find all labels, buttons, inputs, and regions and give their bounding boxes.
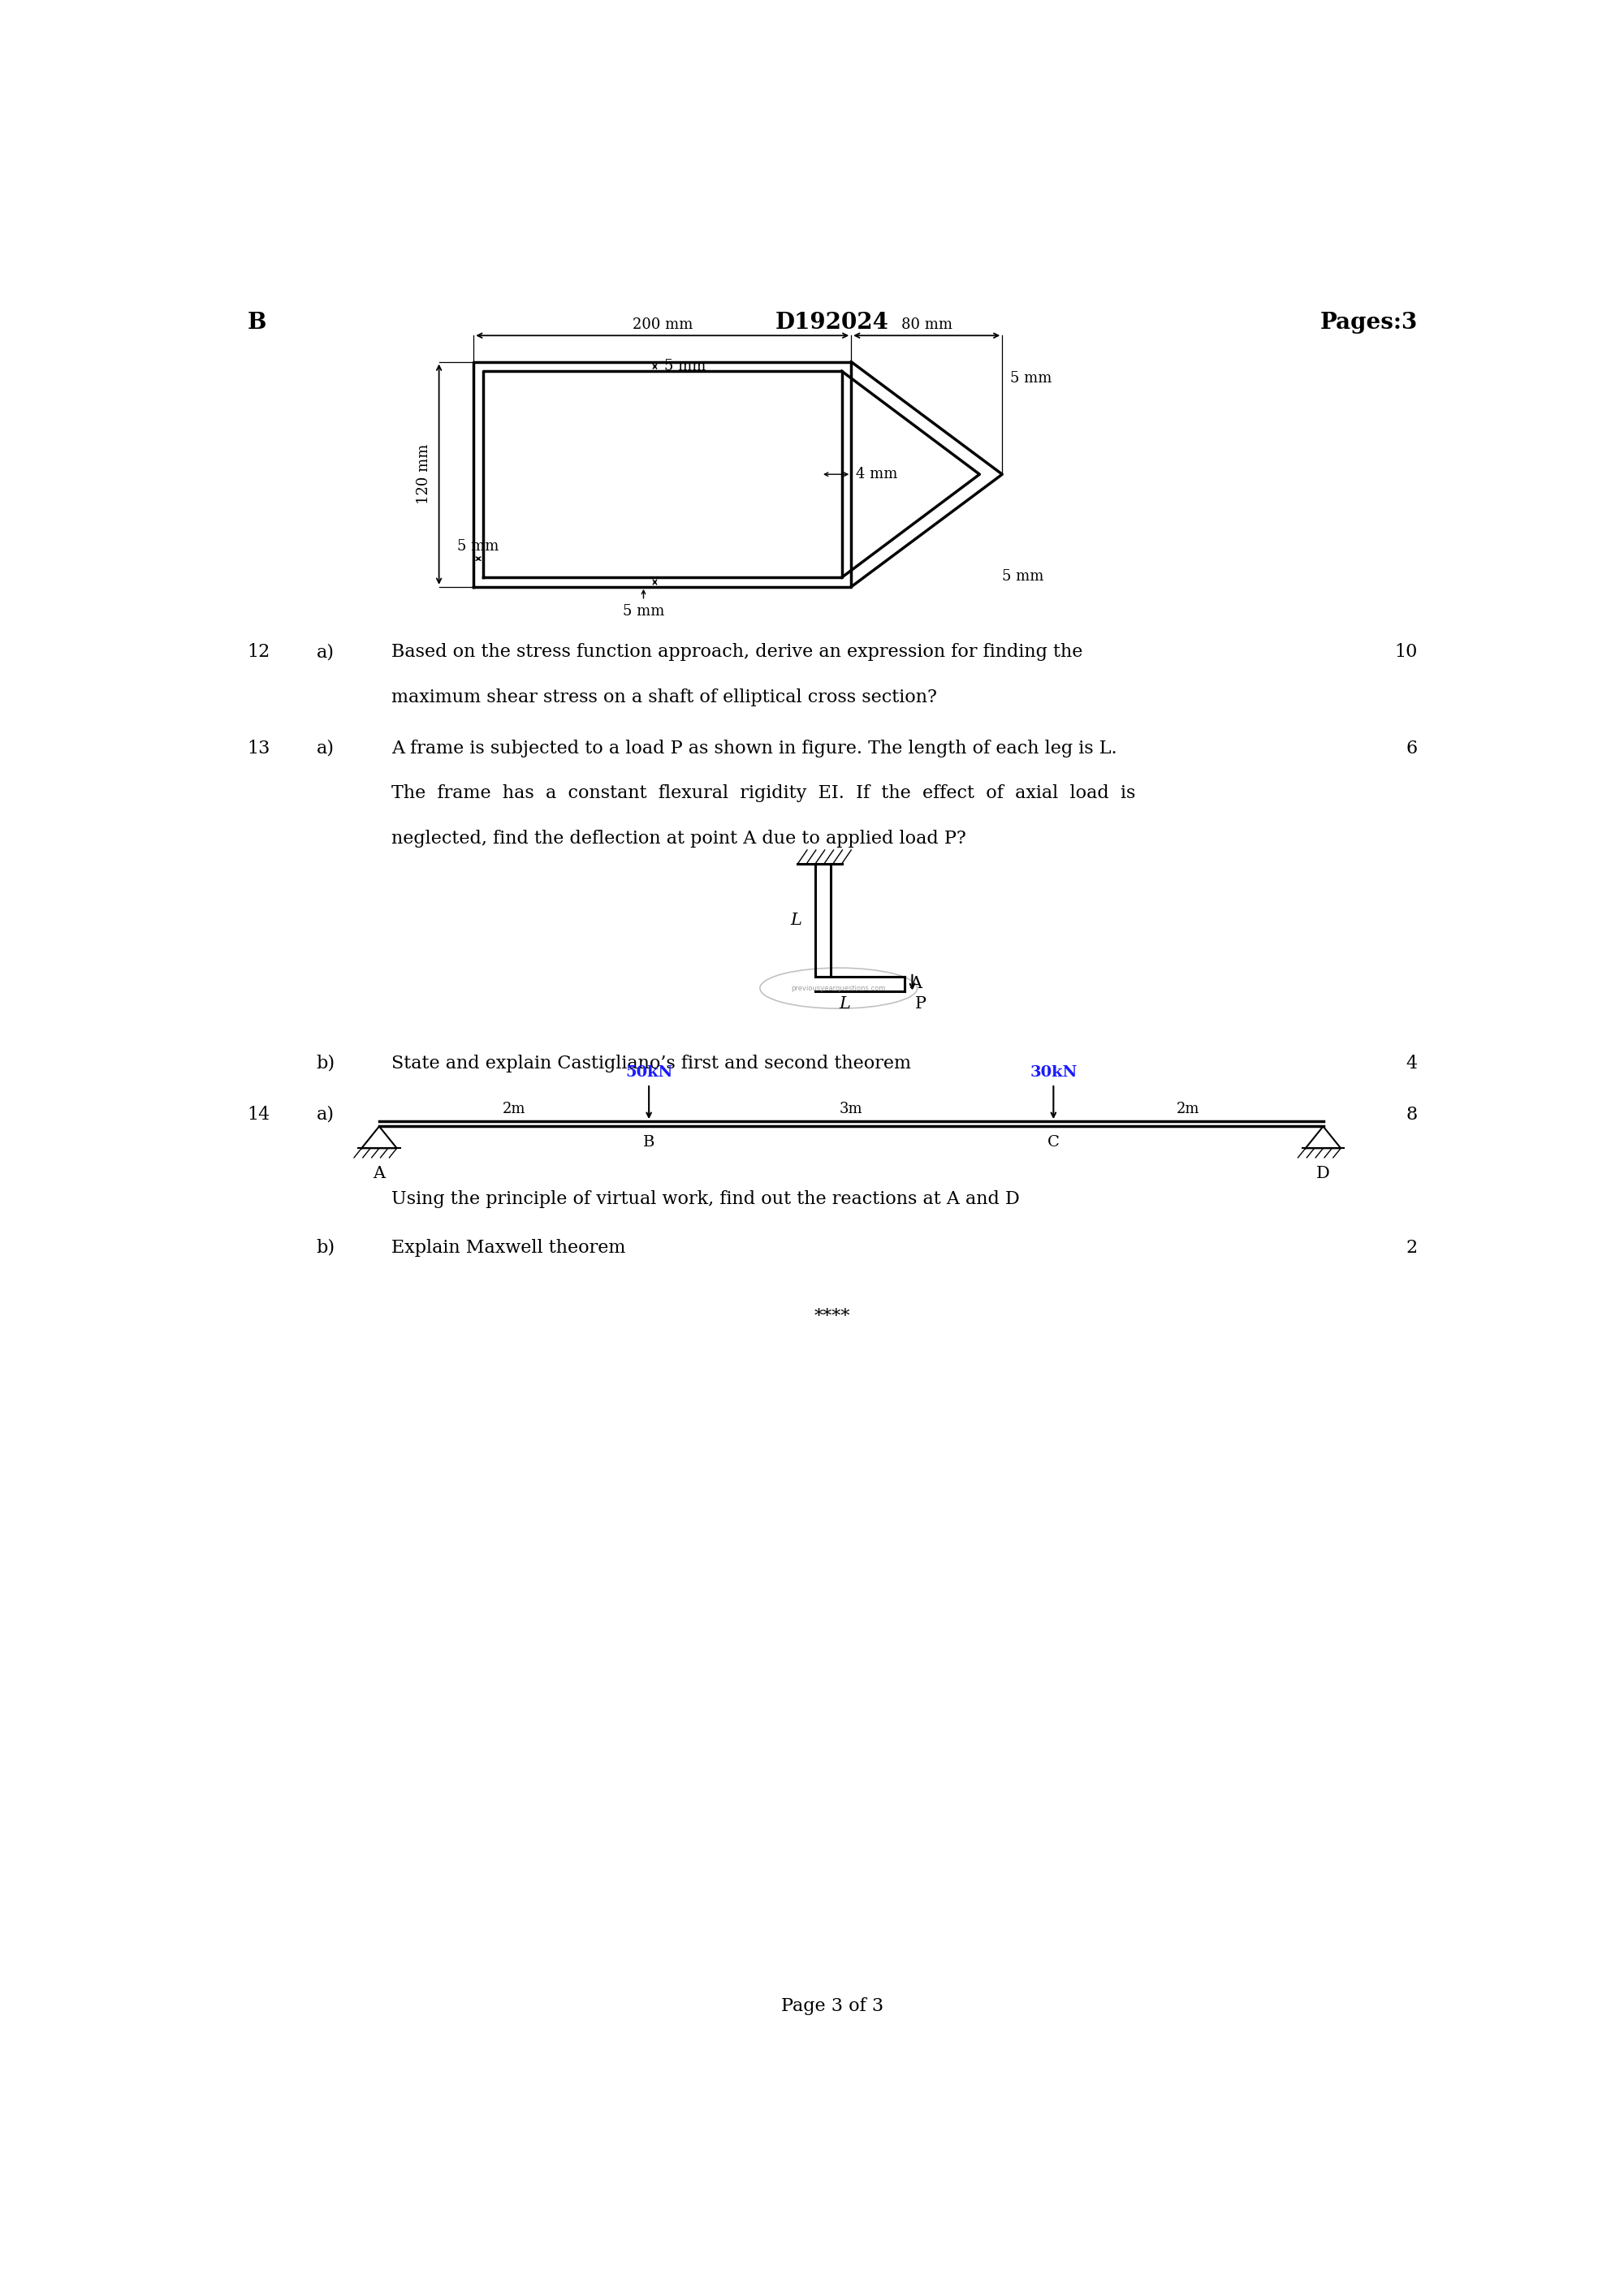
Text: Using the principle of virtual work, find out the reactions at A and D: Using the principle of virtual work, fin… [391,1189,1020,1208]
Text: 2: 2 [1406,1240,1418,1256]
Text: 50kN: 50kN [625,1065,672,1079]
Text: 4: 4 [1406,1054,1418,1072]
Text: a): a) [317,643,335,661]
Text: 14: 14 [247,1107,270,1123]
Text: A: A [374,1166,385,1180]
Text: Based on the stress function approach, derive an expression for finding the: Based on the stress function approach, d… [391,643,1083,661]
Text: 5 mm: 5 mm [458,540,499,553]
Text: 8: 8 [1406,1107,1418,1123]
Text: 4 mm: 4 mm [856,466,898,482]
Text: ****: **** [814,1309,851,1325]
Text: The  frame  has  a  constant  flexural  rigidity  EI.  If  the  effect  of  axia: The frame has a constant flexural rigidi… [391,785,1135,801]
Text: 13: 13 [247,739,270,758]
Text: previousyearquestions.com: previousyearquestions.com [791,985,885,992]
Text: 10: 10 [1395,643,1418,661]
Text: 12: 12 [247,643,270,661]
Text: 2m: 2m [1177,1102,1200,1116]
Text: 120 mm: 120 mm [417,443,432,505]
Text: Page 3 of 3: Page 3 of 3 [781,1998,883,2016]
Text: A frame is subjected to a load P as shown in figure. The length of each leg is L: A frame is subjected to a load P as show… [391,739,1117,758]
Text: a): a) [317,739,335,758]
Text: 30kN: 30kN [1030,1065,1077,1079]
Text: 2m: 2m [502,1102,526,1116]
Text: B: B [643,1134,654,1150]
Text: A: A [909,976,922,992]
Text: b): b) [317,1240,335,1256]
Text: D192024: D192024 [776,312,888,333]
Text: b): b) [317,1054,335,1072]
Text: 6: 6 [1406,739,1418,758]
Text: 5 mm: 5 mm [1010,372,1051,386]
Text: L: L [791,912,802,928]
Text: 200 mm: 200 mm [632,317,692,333]
Text: maximum shear stress on a shaft of elliptical cross section?: maximum shear stress on a shaft of ellip… [391,689,937,705]
Text: 3m: 3m [840,1102,862,1116]
Text: Explain Maxwell theorem: Explain Maxwell theorem [391,1240,625,1256]
Text: 80 mm: 80 mm [901,317,952,333]
Text: State and explain Castigliano’s first and second theorem: State and explain Castigliano’s first an… [391,1054,911,1072]
Text: 5 mm: 5 mm [664,358,706,374]
Text: neglected, find the deflection at point A due to applied load P?: neglected, find the deflection at point … [391,829,966,847]
Text: P: P [916,996,927,1013]
Text: 5 mm: 5 mm [1002,569,1044,583]
Text: Pages:3: Pages:3 [1320,312,1418,333]
Text: L: L [840,996,851,1013]
Text: D: D [1317,1166,1330,1180]
Text: 5 mm: 5 mm [622,604,664,620]
Text: B: B [247,312,266,333]
Text: C: C [1047,1134,1059,1150]
Text: a): a) [317,1107,335,1123]
